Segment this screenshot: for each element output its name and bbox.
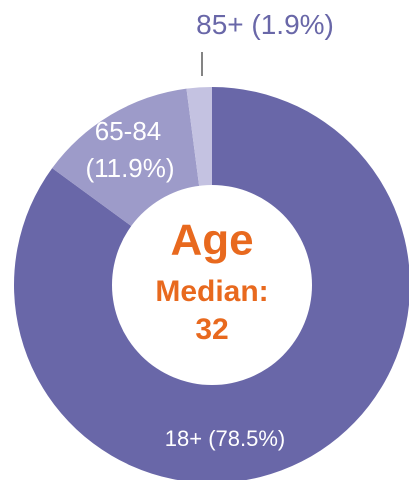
slice-label: 65-84	[95, 116, 162, 146]
slice-label: 18+ (78.5%)	[165, 426, 286, 451]
slice-value-label: (1.9%)	[251, 9, 333, 40]
slice-value-label: (78.5%)	[208, 426, 285, 451]
median-label: Median:	[155, 275, 268, 308]
slice-label: 85+ (1.9%)	[196, 9, 334, 40]
slice	[14, 87, 409, 480]
slice-value-label: (11.9%)	[85, 153, 174, 183]
donut-hole	[112, 185, 312, 385]
slice-category: 18+	[165, 426, 202, 451]
slice-category: 85+	[196, 9, 244, 40]
median-value: 32	[195, 313, 228, 346]
chart-title: Age	[170, 216, 253, 265]
